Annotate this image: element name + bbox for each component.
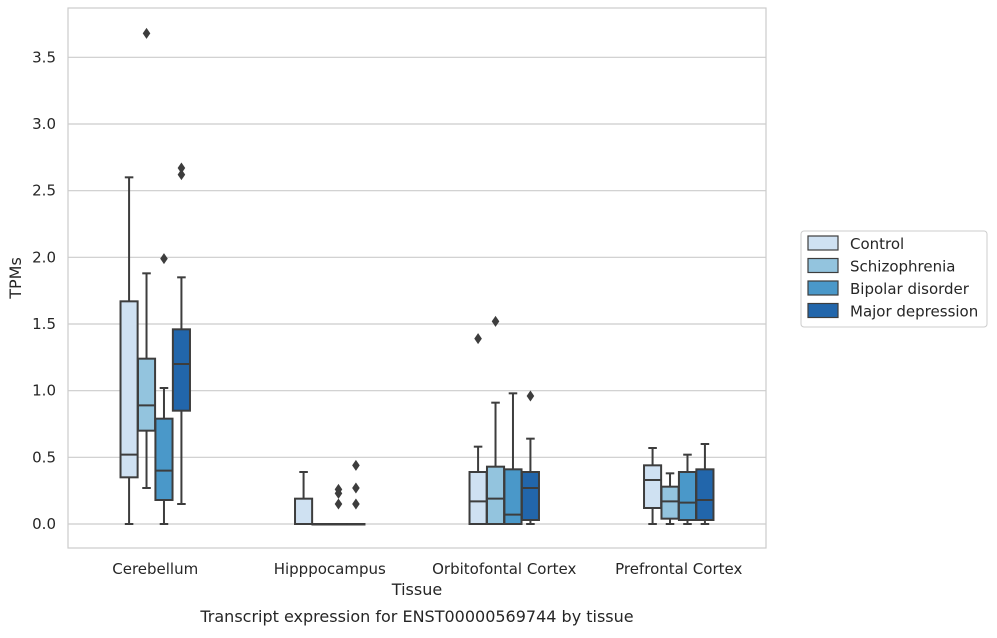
- box-body: [695, 468, 715, 522]
- x-tick-label: Orbitofontal Cortex: [432, 560, 576, 578]
- box-major-depression: [171, 162, 191, 505]
- box-plots: [119, 27, 715, 526]
- y-axis-label: TPMs: [6, 257, 25, 300]
- outlier-point: [352, 459, 360, 471]
- x-axis-label: Tissue: [391, 580, 442, 599]
- box-control: [119, 176, 139, 525]
- x-tick-label: Hipppocampus: [274, 560, 386, 578]
- box-schizophrenia: [136, 27, 157, 489]
- legend-swatch: [807, 257, 839, 274]
- outlier-point: [491, 315, 500, 327]
- outlier-point: [177, 169, 186, 181]
- box-control: [294, 471, 314, 525]
- box-bipolar-disorder: [328, 483, 349, 526]
- y-tick-label: 2.5: [32, 182, 56, 200]
- outlier-point: [474, 333, 482, 345]
- outlier-point: [526, 390, 535, 402]
- box-major-depression: [695, 443, 715, 525]
- box-body: [171, 328, 191, 412]
- y-tick-label: 2.0: [32, 248, 56, 266]
- box-body: [468, 471, 488, 525]
- x-tick-labels: Cerebellum Hipppocampus Orbitofontal Corte…: [112, 560, 742, 578]
- box-body: [677, 471, 698, 521]
- y-tick-label: 0.5: [32, 448, 56, 466]
- legend-label: Control: [850, 235, 904, 253]
- box-schizophrenia: [660, 472, 680, 525]
- box-bipolar-disorder: [677, 453, 698, 525]
- y-tick-label: 3.5: [32, 48, 56, 66]
- legend-label: Major depression: [850, 303, 978, 321]
- box-major-depression: [346, 459, 366, 526]
- y-tick-label: 1.5: [32, 315, 56, 333]
- legend-swatch: [807, 235, 839, 251]
- plot-frame: [67, 7, 767, 549]
- legend-label: Schizophrenia: [850, 258, 955, 276]
- box-major-depression: [520, 390, 540, 525]
- box-body: [485, 465, 506, 525]
- y-tick-label: 0.0: [32, 515, 56, 533]
- x-tick-label: Prefrontal Cortex: [615, 560, 742, 578]
- box-body: [119, 300, 139, 479]
- outlier-point: [334, 483, 343, 495]
- box-body: [520, 471, 540, 521]
- y-tick-label: 1.0: [32, 382, 56, 400]
- outlier-point: [177, 162, 186, 174]
- legend-label: Bipolar disorder: [850, 280, 970, 298]
- box-body: [294, 497, 314, 525]
- box-bipolar-disorder: [154, 253, 174, 525]
- y-tick-labels: 0.0 0.5 1.0 1.5 2.0 2.5 3.0 3.5: [32, 48, 56, 533]
- box-body: [660, 485, 680, 520]
- box-control: [643, 447, 663, 525]
- box-control: [468, 333, 488, 525]
- chart-caption: Transcript expression for ENST0000056974…: [199, 607, 633, 626]
- box-body: [643, 464, 663, 510]
- legend-swatch: [807, 280, 839, 296]
- outlier-point: [160, 253, 168, 265]
- box-body: [154, 417, 174, 501]
- outlier-point: [352, 498, 360, 510]
- box-body: [136, 357, 157, 432]
- legend-frame: [800, 230, 988, 328]
- y-tick-label: 3.0: [32, 115, 56, 133]
- legend-swatch: [807, 302, 839, 319]
- box-body: [503, 468, 523, 526]
- box-bipolar-disorder: [503, 392, 523, 526]
- outlier-point: [334, 498, 343, 510]
- box-schizophrenia: [311, 523, 331, 526]
- x-tick-label: Cerebellum: [112, 560, 198, 578]
- outlier-point: [352, 482, 360, 494]
- box-schizophrenia: [485, 315, 506, 525]
- outlier-point: [142, 27, 151, 39]
- legend: Control Schizophrenia Bipolar disorder Majo…: [800, 230, 988, 328]
